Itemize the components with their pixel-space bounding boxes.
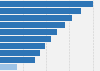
- Bar: [0, 57, 35, 63]
- Bar: [0, 50, 40, 56]
- Bar: [0, 1, 93, 7]
- Bar: [0, 15, 72, 21]
- Bar: [0, 36, 51, 42]
- Bar: [0, 22, 65, 28]
- Bar: [0, 64, 17, 70]
- Bar: [0, 43, 45, 49]
- Bar: [0, 29, 57, 35]
- Bar: [0, 8, 81, 14]
